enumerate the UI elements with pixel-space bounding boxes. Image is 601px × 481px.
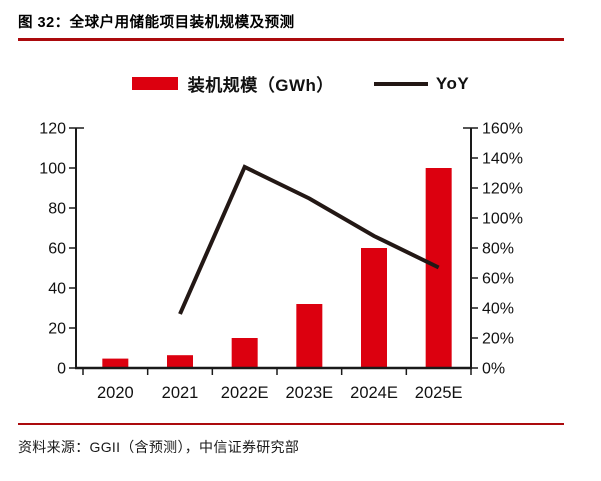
right-tick-label: 20%: [482, 331, 514, 348]
bar-2020: [102, 358, 129, 368]
x-tick-label: 2022E: [221, 384, 269, 402]
right-tick-label: 100%: [482, 211, 523, 228]
left-tick-label: 40: [48, 281, 66, 298]
figure-title: 图 32：全球户用储能项目装机规模及预测: [18, 15, 295, 31]
left-tick-label: 20: [48, 321, 66, 338]
x-tick-label: 2020: [97, 384, 134, 402]
bar-2023E: [296, 304, 323, 368]
legend-item-bar: 装机规模（GWh）: [131, 71, 334, 96]
legend-item-line: YoY: [373, 73, 470, 94]
right-tick-label: 80%: [482, 241, 514, 258]
right-tick-label: 60%: [482, 271, 514, 288]
yoy-line: [178, 164, 440, 315]
bar-2021: [167, 355, 193, 368]
left-tick-label: 60: [48, 241, 66, 258]
right-tick-label: 140%: [482, 151, 523, 168]
x-tick-label: 2024E: [350, 384, 398, 402]
title-rule: [18, 38, 564, 41]
source-rule: [18, 423, 564, 425]
left-tick-label: 0: [57, 361, 66, 378]
x-tick-label: 2021: [162, 384, 199, 402]
line-swatch-icon: [373, 81, 428, 86]
right-tick-label: 0%: [482, 361, 505, 378]
bar-swatch-icon: [131, 77, 178, 90]
left-tick-label: 100: [39, 161, 66, 178]
right-tick-label: 40%: [482, 301, 514, 318]
bar-2022E: [231, 338, 258, 368]
x-tick-label: 2025E: [415, 384, 463, 402]
bar-2025E: [425, 168, 452, 368]
legend-line-label: YoY: [435, 73, 470, 93]
right-tick-label: 160%: [482, 121, 523, 138]
chart-legend: 装机规模（GWh） YoY: [0, 71, 601, 96]
right-tick-label: 120%: [482, 181, 523, 198]
x-tick-label: 2023E: [285, 384, 333, 402]
left-tick-label: 120: [39, 121, 66, 138]
source-text: 资料来源：GGII（含预测），中信证券研究部: [18, 439, 300, 455]
legend-bar-label: 装机规模（GWh）: [187, 76, 334, 95]
bar-2024E: [361, 248, 387, 368]
left-tick-label: 80: [48, 201, 66, 218]
